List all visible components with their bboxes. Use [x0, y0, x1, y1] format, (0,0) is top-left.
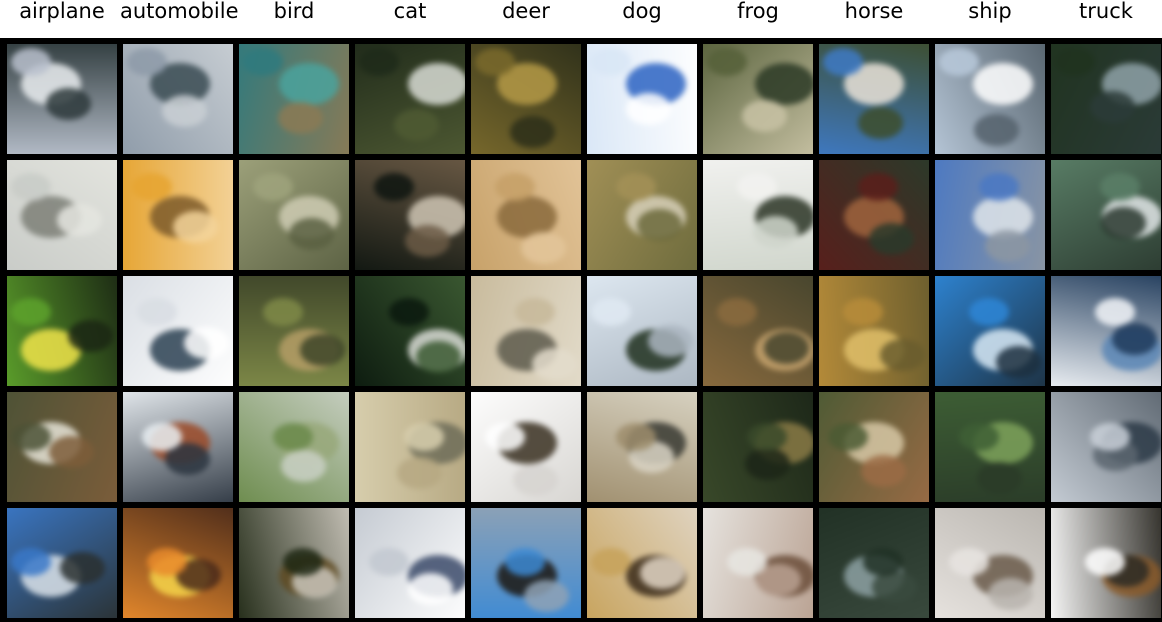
generated-image-deer: [471, 160, 581, 270]
generated-image-deer: [471, 276, 581, 386]
generated-image-airplane: [7, 276, 117, 386]
column-label-dog: dog: [622, 0, 662, 23]
column-label-airplane: airplane: [19, 0, 105, 23]
generated-image-automobile: [123, 508, 233, 618]
generated-image-ship: [935, 392, 1045, 502]
generated-image-horse: [819, 276, 929, 386]
generated-image-truck: [1051, 276, 1161, 386]
generated-image-ship: [935, 44, 1045, 154]
generated-image-airplane: [7, 160, 117, 270]
generated-image-truck: [1051, 508, 1161, 618]
generated-image-bird: [239, 160, 349, 270]
generated-image-automobile: [123, 392, 233, 502]
generated-image-automobile: [123, 44, 233, 154]
column-label-automobile: automobile: [120, 0, 239, 23]
generated-image-cat: [355, 160, 465, 270]
generated-image-ship: [935, 160, 1045, 270]
generated-image-frog: [703, 276, 813, 386]
generated-image-frog: [703, 508, 813, 618]
generated-image-airplane: [7, 392, 117, 502]
generated-image-bird: [239, 276, 349, 386]
generated-image-truck: [1051, 160, 1161, 270]
generated-image-airplane: [7, 508, 117, 618]
generated-image-ship: [935, 508, 1045, 618]
generated-image-bird: [239, 508, 349, 618]
generated-image-automobile: [123, 276, 233, 386]
generated-image-bird: [239, 44, 349, 154]
column-header: airplane automobile bird cat deer dog frog hors…: [0, 0, 1162, 38]
generated-image-dog: [587, 160, 697, 270]
generated-image-deer: [471, 392, 581, 502]
column-label-deer: deer: [502, 0, 550, 23]
generated-image-bird: [239, 392, 349, 502]
generated-image-horse: [819, 392, 929, 502]
generated-image-cat: [355, 508, 465, 618]
generated-image-horse: [819, 508, 929, 618]
generated-image-horse: [819, 160, 929, 270]
generated-image-truck: [1051, 392, 1161, 502]
column-label-cat: cat: [393, 0, 427, 23]
generated-image-cat: [355, 392, 465, 502]
generated-image-airplane: [7, 44, 117, 154]
generated-image-frog: [703, 392, 813, 502]
generated-image-deer: [471, 44, 581, 154]
generated-image-cat: [355, 44, 465, 154]
generated-image-dog: [587, 44, 697, 154]
generated-image-dog: [587, 276, 697, 386]
column-label-truck: truck: [1079, 0, 1133, 23]
generated-image-dog: [587, 508, 697, 618]
generated-image-automobile: [123, 160, 233, 270]
column-label-ship: ship: [968, 0, 1012, 23]
generated-image-frog: [703, 160, 813, 270]
generated-image-ship: [935, 276, 1045, 386]
generated-image-frog: [703, 44, 813, 154]
generated-image-cat: [355, 276, 465, 386]
image-grid: [0, 38, 1162, 622]
generated-image-horse: [819, 44, 929, 154]
column-label-bird: bird: [273, 0, 315, 23]
generated-image-dog: [587, 392, 697, 502]
column-label-horse: horse: [844, 0, 904, 23]
column-label-frog: frog: [737, 0, 779, 23]
generated-image-deer: [471, 508, 581, 618]
generated-image-truck: [1051, 44, 1161, 154]
